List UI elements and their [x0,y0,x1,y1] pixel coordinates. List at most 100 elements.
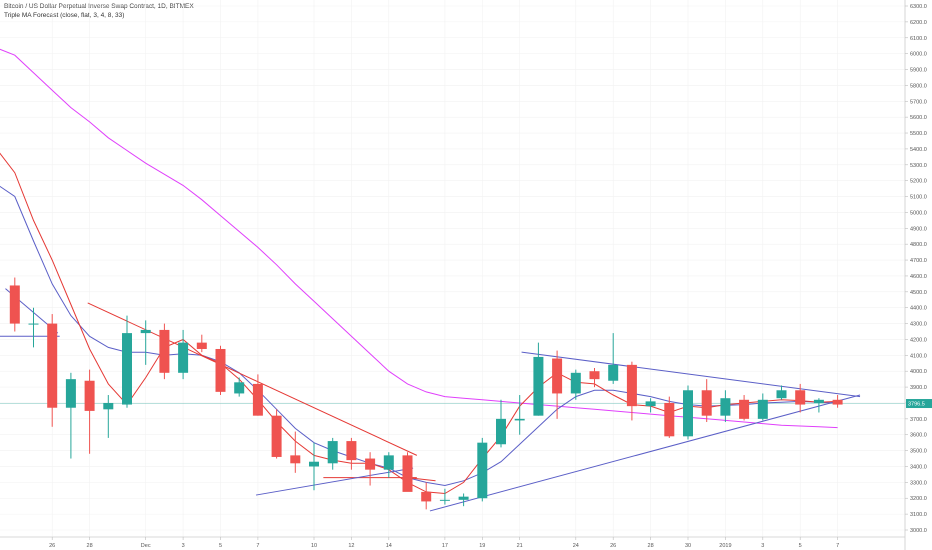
candle-body [720,398,731,416]
candle [178,329,189,380]
candle [252,374,263,416]
time-tick-label: 5 [219,543,222,549]
time-tick-label: 3 [761,543,764,549]
candle [533,342,544,416]
price-tick-label: 5900.0 [910,68,927,74]
price-tick-label: 5600.0 [910,115,927,121]
price-tick-label: 3700.0 [910,417,927,423]
candle [28,307,39,348]
price-tick-label: 6100.0 [910,36,927,42]
price-tick-label: 4600.0 [910,274,927,280]
candle [103,395,114,438]
price-tick-label: 4000.0 [910,369,927,375]
candle [664,396,675,438]
candle-body [346,441,357,461]
candle [496,399,506,448]
candle-body [122,333,132,405]
price-tick-label: 6300.0 [910,4,927,10]
candle-body [215,348,226,392]
price-tick-label: 5300.0 [910,163,927,169]
time-tick-label: 28 [648,543,654,549]
candle [327,437,338,470]
candle [196,334,207,353]
price-tick-label: 5100.0 [910,195,927,201]
price-tick-label: 3100.0 [910,512,927,518]
candle [514,395,525,435]
candle-body [757,399,768,419]
candle-body [234,382,245,394]
candle-body [533,356,544,416]
price-tick-label: 3500.0 [910,449,927,455]
candle [795,383,806,413]
time-tick-label: 24 [573,543,579,549]
candle-body [514,418,525,421]
price-tick-label: 4500.0 [910,290,927,296]
time-tick-label: 30 [685,543,691,549]
candle [383,452,394,478]
time-tick-label: 28 [87,543,93,549]
time-tick-label: 5 [799,543,802,549]
time-tick-label: 26 [610,543,616,549]
price-tick-label: 3000.0 [910,528,927,534]
candle-body [402,455,413,492]
candle-body [458,496,469,500]
candle [832,395,843,408]
candle [290,431,301,473]
last-price-badge: 3796.5 [906,399,932,409]
candle [552,350,563,419]
candle [570,369,581,400]
moving-averages [0,48,838,495]
price-axis[interactable]: 3000.0 3100.0 3200.0 3300.0 3400.0 3500.0 3600… [904,0,932,550]
price-tick-label: 5200.0 [910,179,927,185]
candle [346,437,357,470]
candle-body [309,461,319,467]
candle-body [65,379,76,408]
candle-body [47,323,58,408]
candle-body [795,390,806,405]
candle-body [159,329,170,373]
candle [365,452,376,486]
price-tick-label: 5400.0 [910,147,927,153]
price-tick-label: 4200.0 [910,337,927,343]
candle-body [477,442,488,499]
candle-body [439,499,450,501]
candle [215,345,226,396]
candle [589,368,600,388]
candle-body [421,491,432,502]
candle-body [496,418,506,445]
candle-body [626,364,637,407]
price-tick-label: 4300.0 [910,322,927,328]
price-tick-label: 5000.0 [910,210,927,216]
candle [402,452,413,492]
candle-body [832,399,843,405]
time-tick-label: 7 [836,543,839,549]
ma-fast-line [0,152,838,495]
price-tick-label: 3300.0 [910,480,927,486]
candle-body [739,399,750,419]
price-tick-label: 3200.0 [910,496,927,502]
candle-body [383,455,394,470]
candle-body [552,358,563,394]
time-axis[interactable]: 232628Dec357101214171921242628302019357 [0,536,905,549]
candle-body [178,342,189,373]
candle-body [9,285,20,324]
candle [234,377,245,397]
candle [720,390,731,423]
candle-body [140,329,151,334]
candle [421,482,432,510]
ma-mid-line [0,185,838,487]
candle [47,314,58,427]
indicator-title: Triple MA Forecast (close, flat, 3, 4, 8… [4,12,125,19]
symbol-title: Bitcoin / US Dollar Perpetual Inverse Sw… [4,3,194,10]
price-tick-label: 4800.0 [910,242,927,248]
candle-body [570,372,581,394]
time-tick-label: 14 [386,543,392,549]
price-tick-label: 4100.0 [910,353,927,359]
candle [776,385,787,400]
candle [309,442,319,491]
candle-body [683,390,693,437]
time-tick-label: 7 [256,543,259,549]
time-tick-label: 17 [442,543,448,549]
price-tick-label: 4700.0 [910,258,927,264]
